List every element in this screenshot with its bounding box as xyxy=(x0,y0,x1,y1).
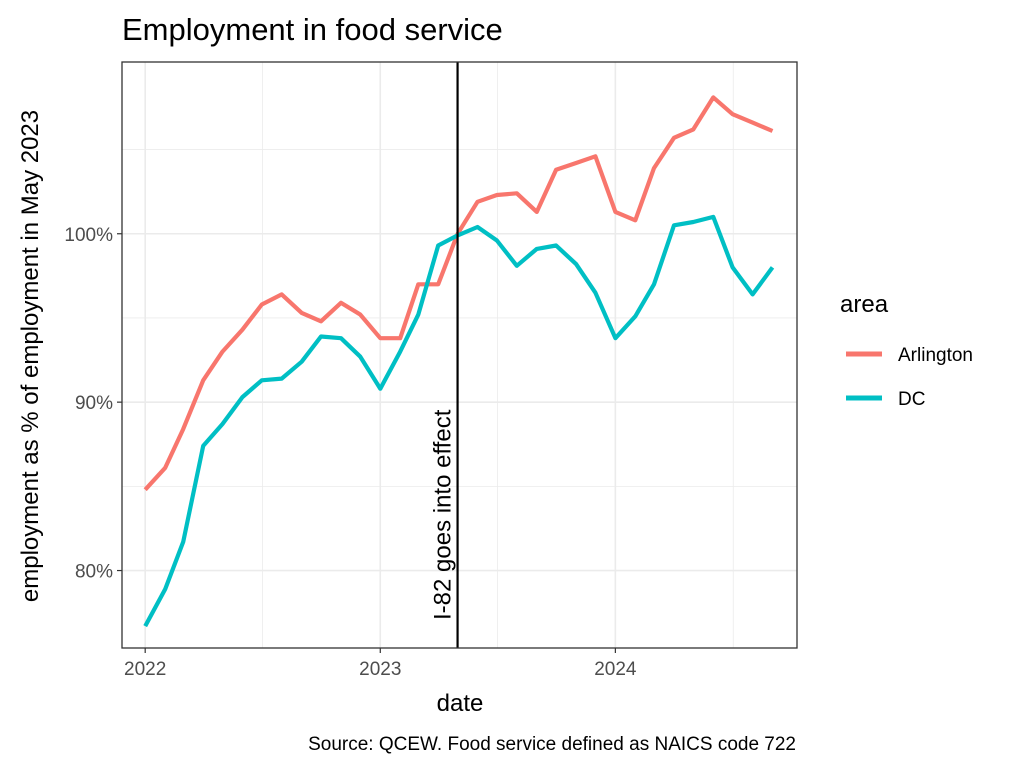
x-axis-ticks: 2022 2023 2024 xyxy=(124,648,637,680)
chart-title: Employment in food service xyxy=(122,12,503,47)
legend-label-arlington: Arlington xyxy=(898,345,973,366)
plot-background xyxy=(122,62,797,648)
x-axis-title: date xyxy=(437,690,484,717)
legend-label-dc: DC xyxy=(898,389,925,410)
plot-border xyxy=(121,61,798,649)
legend: area Arlington DC xyxy=(840,291,973,410)
y-axis-ticks: 80% 90% 100% xyxy=(64,225,122,583)
chart-caption: Source: QCEW. Food service defined as NA… xyxy=(308,734,796,755)
x-tick-label: 2024 xyxy=(594,659,637,680)
y-axis-title: employment as % of employment in May 202… xyxy=(17,110,44,602)
event-annotation: I-82 goes into effect xyxy=(430,409,457,620)
legend-title: area xyxy=(840,291,889,318)
y-tick-label: 80% xyxy=(75,562,113,583)
event-marker: I-82 goes into effect xyxy=(430,62,459,648)
x-tick-label: 2022 xyxy=(124,659,166,680)
x-tick-label: 2023 xyxy=(359,659,401,680)
grid xyxy=(122,62,797,648)
y-tick-label: 90% xyxy=(75,393,113,414)
y-tick-label: 100% xyxy=(64,225,113,246)
